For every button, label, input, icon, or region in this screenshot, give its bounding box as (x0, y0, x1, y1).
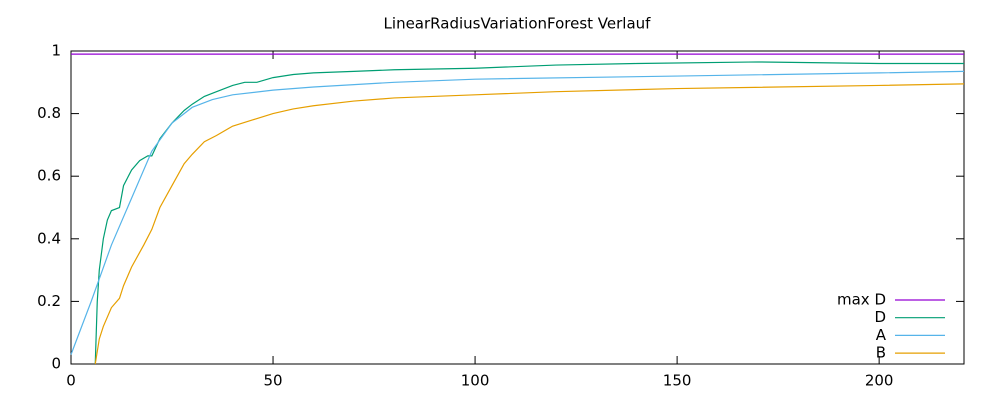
line (94, 61, 964, 365)
y-tick-label: 0.6 (37, 167, 61, 185)
legend-label: A (876, 326, 887, 344)
y-tick-label: 0 (51, 355, 61, 373)
x-tick-label: 100 (461, 372, 490, 390)
legend-label: D (874, 308, 886, 326)
line (70, 70, 965, 355)
plot-border (70, 50, 965, 365)
legend-label: max D (837, 291, 886, 309)
y-tick-label: 0.4 (37, 229, 61, 247)
y-tick-label: 0.2 (37, 292, 61, 310)
chart-title: LinearRadiusVariationForest Verlauf (384, 15, 652, 33)
x-tick-label: 50 (263, 372, 282, 390)
x-tick-label: 200 (865, 372, 894, 390)
x-tick-label: 150 (663, 372, 692, 390)
line (94, 83, 965, 365)
y-tick-label: 0.8 (37, 104, 61, 122)
x-tick-label: 0 (66, 372, 76, 390)
legend-label: B (876, 344, 886, 362)
y-tick-label: 1 (51, 42, 61, 60)
